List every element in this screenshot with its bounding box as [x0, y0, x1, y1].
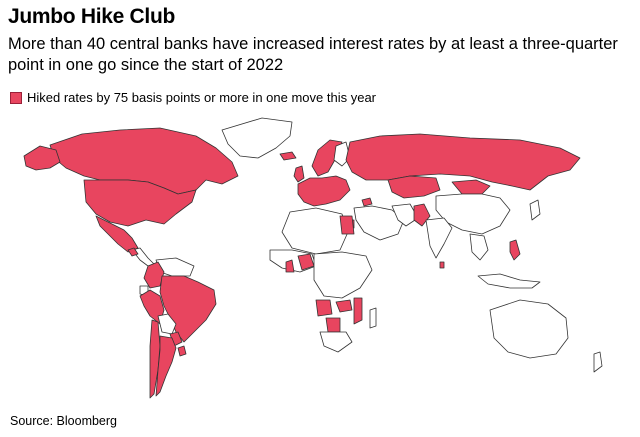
region-zambia: [335, 299, 353, 313]
region-botswana: [325, 317, 341, 333]
region-mongolia: [451, 179, 491, 195]
region-new-zealand: [593, 351, 603, 373]
region-australia: [489, 299, 569, 359]
region-chile: [149, 319, 161, 399]
region-southeast-asia: [469, 233, 489, 261]
region-india: [425, 217, 453, 259]
region-iran: [391, 203, 419, 227]
region-georgia: [361, 197, 373, 207]
region-north-africa: [281, 207, 349, 255]
legend-swatch: [10, 91, 22, 104]
region-russia: [345, 133, 581, 191]
chart-title: Jumbo Hike Club: [8, 5, 176, 28]
region-philippines: [509, 239, 521, 261]
region-europe: [297, 175, 351, 207]
region-canada: [49, 127, 239, 195]
region-uruguay: [177, 345, 187, 357]
region-kazakhstan: [387, 175, 441, 199]
region-iceland: [279, 151, 297, 161]
region-guatemala: [127, 247, 139, 257]
region-alaska: [23, 145, 61, 171]
legend: Hiked rates by 75 basis points or more i…: [10, 90, 376, 105]
region-sri-lanka: [439, 261, 445, 269]
region-angola: [315, 299, 333, 317]
region-bolivia: [157, 313, 177, 335]
region-greenland: [221, 117, 293, 159]
legend-label: Hiked rates by 75 basis points or more i…: [27, 90, 377, 105]
world-map: [23, 117, 603, 399]
region-japan: [529, 199, 541, 221]
region-mozambique: [353, 297, 363, 325]
region-colombia: [143, 261, 165, 289]
region-united-states: [83, 179, 197, 227]
region-egypt: [339, 215, 355, 235]
chart-subtitle: More than 40 central banks have increase…: [8, 35, 618, 74]
region-argentina: [155, 335, 177, 397]
region-ghana: [285, 259, 295, 273]
region-middle-east: [353, 205, 405, 241]
region-united-kingdom: [293, 165, 305, 183]
region-central-east-africa: [313, 251, 373, 299]
source-note: Source: Bloomberg: [10, 414, 118, 428]
region-madagascar: [369, 307, 377, 329]
region-indonesia: [477, 273, 541, 289]
region-southern-africa: [319, 331, 353, 353]
